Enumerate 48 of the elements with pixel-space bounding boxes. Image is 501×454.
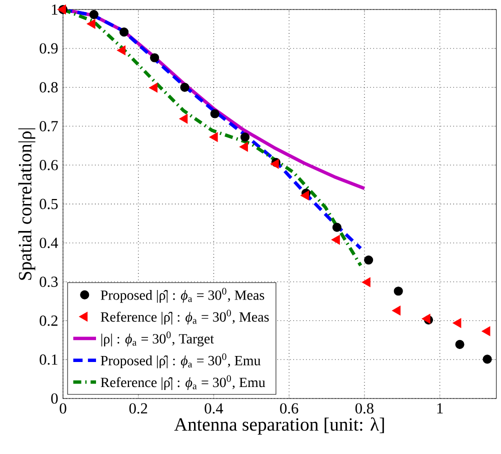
y-tick-label: 0.4 — [40, 238, 58, 248]
y-tick-label: 0.6 — [40, 160, 58, 171]
y-tick-label: 0.1 — [40, 354, 58, 366]
legend-label: Reference |ρ̂| : ϕ$_{a}$ = 30$^{0}$, Emu — [100, 375, 266, 390]
point — [392, 306, 401, 316]
point — [209, 132, 218, 142]
point — [300, 190, 309, 201]
point — [180, 83, 190, 92]
point — [482, 326, 490, 336]
x-tick-label: 0.2 — [129, 403, 148, 414]
point — [210, 109, 220, 119]
point — [331, 235, 340, 245]
legend-label: Proposed |ρ̂| : ϕ$_{a}$ = 30$^{0}$, Emu — [100, 354, 261, 368]
y-tick-label: 0.3 — [40, 276, 58, 288]
point — [179, 114, 188, 124]
legend-label: Proposed |ρ̂| : ϕ$_{a}$ = 30$^{0}$, Meas — [100, 288, 264, 304]
x-tick-label: 0 — [60, 403, 66, 414]
x-tick-label: 1 — [437, 403, 443, 414]
point — [86, 19, 96, 30]
point — [452, 318, 462, 328]
x-tick-label: 0.6 — [280, 403, 298, 414]
y-tick-label: 0.5 — [40, 199, 58, 210]
x-axis-title: Antenna separation [unit: λ] — [174, 418, 384, 435]
point — [482, 354, 492, 364]
legend-label: |ρ| : ϕ$_{a}$ = 30$^{0}$, Target — [101, 332, 214, 347]
point — [422, 314, 430, 324]
point — [455, 340, 464, 350]
x-tick-label: 0.8 — [355, 403, 374, 414]
x-tick-label: 0.4 — [204, 403, 224, 414]
y-tick-label: 0.7 — [40, 121, 58, 132]
point — [116, 46, 126, 56]
y-axis-title: Spatial correlation|ρ| — [18, 128, 36, 280]
point — [362, 278, 370, 288]
point — [148, 83, 158, 93]
y-tick-label: 0.2 — [40, 316, 58, 326]
y-tick-label: 0.9 — [40, 43, 58, 54]
point — [364, 256, 374, 265]
y-tick-label: 0.8 — [40, 82, 58, 93]
point — [120, 28, 129, 37]
point — [239, 142, 248, 152]
point — [89, 10, 98, 20]
y-tick-label: 1 — [52, 4, 58, 15]
y-tick-label: 0 — [51, 394, 58, 404]
point — [332, 223, 342, 232]
legend-label: Reference |ρ̂| : ϕ$_{a}$ = 30$^{0}$, Meas — [100, 310, 269, 325]
point — [240, 132, 250, 142]
point — [150, 53, 160, 63]
point — [394, 286, 403, 296]
